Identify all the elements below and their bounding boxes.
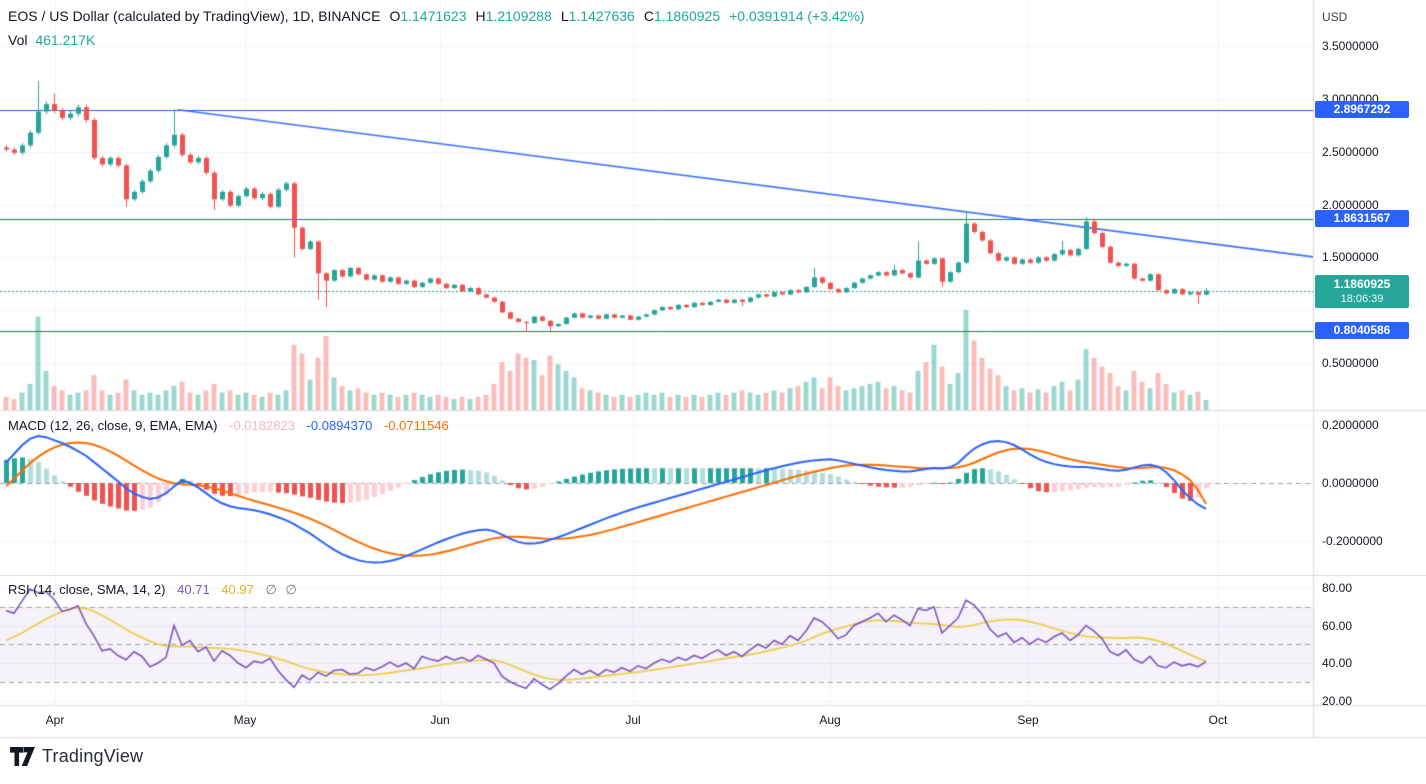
rsi-axis-label[interactable]: 80.00 [1322, 581, 1353, 595]
price-axis-label[interactable]: 3.5000000 [1322, 39, 1379, 53]
volume-readout: Vol 461.217K [8, 32, 95, 48]
price-level-badge: 2.8967292 [1315, 101, 1409, 118]
high-label: H [475, 8, 486, 24]
price-axis-label[interactable]: 0.5000000 [1322, 356, 1379, 370]
price-axis-label[interactable]: 1.5000000 [1322, 250, 1379, 264]
volume-label: Vol [8, 32, 28, 48]
low-value: 1.1427636 [568, 8, 635, 24]
symbol-title[interactable]: EOS / US Dollar (calculated by TradingVi… [8, 8, 381, 24]
rsi-ma-value: 40.97 [221, 582, 254, 597]
tradingview-logo-icon [10, 746, 35, 767]
price-level-badge: 1.8631567 [1315, 210, 1409, 227]
rsi-value: 40.71 [177, 582, 210, 597]
time-axis-month-label: Apr [45, 713, 65, 727]
time-axis-month-label: Aug [819, 713, 841, 727]
price-level-badge: 0.8040586 [1315, 322, 1409, 339]
rsi-empty-icon: ∅ [285, 582, 297, 597]
close-label: C [643, 8, 654, 24]
macd-title[interactable]: MACD (12, 26, close, 9, EMA, EMA) [8, 418, 218, 433]
open-label: O [389, 8, 401, 24]
rsi-legend: RSI (14, close, SMA, 14, 2) 40.71 40.97 … [8, 582, 297, 598]
tradingview-logo-text: TradingView [42, 746, 144, 766]
volume-value: 461.217K [35, 32, 96, 48]
change-value: +0.0391914 (+3.42%) [729, 8, 865, 24]
current-price-badge: 1.1860925 18:06:39 [1315, 275, 1409, 308]
macd-signal-value: -0.0711546 [383, 418, 449, 433]
price-axis-label[interactable]: 2.5000000 [1322, 145, 1379, 159]
time-axis-month-label: Oct [1208, 713, 1228, 727]
price-axis-unit: USD [1322, 10, 1348, 24]
time-axis-month-label: Sep [1017, 713, 1039, 727]
tradingview-attribution[interactable]: TradingView [10, 746, 143, 767]
time-axis-month-label: May [233, 713, 257, 727]
macd-axis-label[interactable]: 0.2000000 [1322, 418, 1379, 432]
time-axis-month-label: Jul [625, 713, 641, 727]
rsi-axis-label[interactable]: 20.00 [1322, 694, 1353, 708]
macd-line-value: -0.0894370 [306, 418, 373, 433]
rsi-axis-label[interactable]: 60.00 [1322, 619, 1353, 633]
low-label: L [560, 8, 569, 24]
open-value: 1.1471623 [400, 8, 467, 24]
macd-axis-label[interactable]: -0.2000000 [1322, 534, 1383, 548]
rsi-axis-label[interactable]: 40.00 [1322, 656, 1353, 670]
price-axis-label[interactable]: 2.0000000 [1322, 198, 1379, 212]
high-value: 1.2109288 [485, 8, 552, 24]
rsi-title[interactable]: RSI (14, close, SMA, 14, 2) [8, 582, 166, 597]
macd-hist-value: -0.0182823 [229, 418, 295, 433]
close-value: 1.1860925 [653, 8, 721, 24]
rsi-empty-icon: ∅ [265, 582, 277, 597]
time-axis-month-label: Jun [430, 713, 450, 727]
macd-legend: MACD (12, 26, close, 9, EMA, EMA) -0.018… [8, 418, 449, 433]
symbol-info-bar: EOS / US Dollar (calculated by TradingVi… [8, 8, 865, 24]
macd-axis-label[interactable]: 0.0000000 [1322, 476, 1379, 490]
